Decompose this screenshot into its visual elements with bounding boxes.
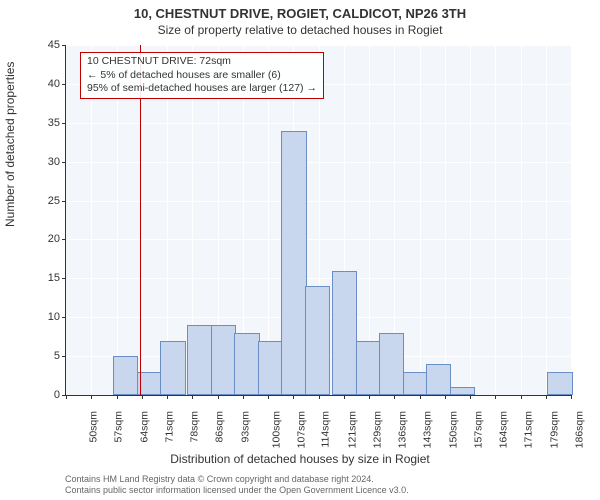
- xtick-label: 179sqm: [548, 411, 560, 448]
- histogram-bar: [211, 325, 236, 395]
- histogram-bar: [403, 372, 428, 395]
- histogram-bar: [356, 341, 381, 395]
- xtick-label: 64sqm: [138, 411, 150, 443]
- xtick-label: 86sqm: [214, 411, 226, 443]
- xtick-mark: [571, 395, 572, 399]
- xtick-label: 50sqm: [88, 411, 100, 443]
- ytick-label: 0: [30, 389, 60, 401]
- xtick-mark: [66, 395, 67, 399]
- y-axis-label: Number of detached properties: [3, 62, 17, 227]
- grid-v: [445, 45, 446, 395]
- ytick-mark: [62, 278, 66, 279]
- footer-line2: Contains public sector information licen…: [65, 485, 409, 496]
- histogram-bar: [305, 286, 330, 395]
- xtick-mark: [192, 395, 193, 399]
- histogram-bar: [281, 131, 306, 395]
- xtick-mark: [218, 395, 219, 399]
- xtick-mark: [420, 395, 421, 399]
- xtick-label: 171sqm: [523, 411, 535, 448]
- xtick-label: 121sqm: [346, 411, 358, 448]
- xtick-label: 150sqm: [447, 411, 459, 448]
- info-line1: 10 CHESTNUT DRIVE: 72sqm: [87, 55, 317, 69]
- ytick-label: 20: [30, 233, 60, 245]
- xtick-label: 186sqm: [573, 411, 585, 448]
- ytick-mark: [62, 239, 66, 240]
- grid-v: [571, 45, 572, 395]
- info-box: 10 CHESTNUT DRIVE: 72sqm ← 5% of detache…: [80, 52, 324, 99]
- xtick-mark: [445, 395, 446, 399]
- histogram-bar: [258, 341, 283, 395]
- xtick-mark: [167, 395, 168, 399]
- ytick-mark: [62, 45, 66, 46]
- ytick-mark: [62, 317, 66, 318]
- histogram-bar: [187, 325, 212, 395]
- xtick-mark: [546, 395, 547, 399]
- xtick-mark: [369, 395, 370, 399]
- histogram-bar: [113, 356, 138, 395]
- ytick-mark: [62, 162, 66, 163]
- grid-v: [546, 45, 547, 395]
- ytick-label: 40: [30, 78, 60, 90]
- info-line2: ← 5% of detached houses are smaller (6): [87, 69, 317, 83]
- histogram-bar: [547, 372, 572, 395]
- ytick-label: 45: [30, 39, 60, 51]
- ytick-mark: [62, 356, 66, 357]
- xtick-label: 57sqm: [113, 411, 125, 443]
- histogram-bar: [332, 271, 357, 395]
- ytick-label: 30: [30, 156, 60, 168]
- xtick-label: 93sqm: [239, 411, 251, 443]
- xtick-label: 143sqm: [422, 411, 434, 448]
- ytick-mark: [62, 123, 66, 124]
- xtick-mark: [470, 395, 471, 399]
- grid-v: [521, 45, 522, 395]
- x-axis-label: Distribution of detached houses by size …: [0, 452, 600, 466]
- footer-line1: Contains HM Land Registry data © Crown c…: [65, 474, 409, 485]
- ytick-label: 35: [30, 117, 60, 129]
- xtick-label: 114sqm: [320, 411, 332, 448]
- title-main: 10, CHESTNUT DRIVE, ROGIET, CALDICOT, NP…: [0, 0, 600, 21]
- xtick-label: 100sqm: [270, 411, 282, 448]
- histogram-bar: [450, 387, 475, 395]
- xtick-label: 129sqm: [371, 411, 383, 448]
- grid-v: [495, 45, 496, 395]
- title-sub: Size of property relative to detached ho…: [0, 21, 600, 37]
- ytick-label: 5: [30, 350, 60, 362]
- xtick-mark: [521, 395, 522, 399]
- histogram-bar: [426, 364, 451, 395]
- xtick-label: 78sqm: [189, 411, 201, 443]
- xtick-mark: [344, 395, 345, 399]
- xtick-label: 164sqm: [497, 411, 509, 448]
- xtick-label: 71sqm: [163, 411, 175, 443]
- ytick-label: 25: [30, 195, 60, 207]
- xtick-mark: [293, 395, 294, 399]
- info-line3: 95% of semi-detached houses are larger (…: [87, 82, 317, 96]
- ytick-label: 10: [30, 311, 60, 323]
- xtick-mark: [495, 395, 496, 399]
- ytick-mark: [62, 201, 66, 202]
- histogram-bar: [379, 333, 404, 395]
- xtick-mark: [268, 395, 269, 399]
- xtick-mark: [394, 395, 395, 399]
- xtick-label: 157sqm: [472, 411, 484, 448]
- xtick-label: 136sqm: [396, 411, 408, 448]
- xtick-mark: [243, 395, 244, 399]
- xtick-mark: [91, 395, 92, 399]
- xtick-mark: [117, 395, 118, 399]
- xtick-label: 107sqm: [295, 411, 307, 448]
- ytick-label: 15: [30, 272, 60, 284]
- xtick-mark: [319, 395, 320, 399]
- histogram-bar: [234, 333, 259, 395]
- grid-v: [420, 45, 421, 395]
- grid-v: [470, 45, 471, 395]
- footer: Contains HM Land Registry data © Crown c…: [65, 474, 409, 496]
- xtick-mark: [142, 395, 143, 399]
- ytick-mark: [62, 84, 66, 85]
- histogram-bar: [160, 341, 185, 395]
